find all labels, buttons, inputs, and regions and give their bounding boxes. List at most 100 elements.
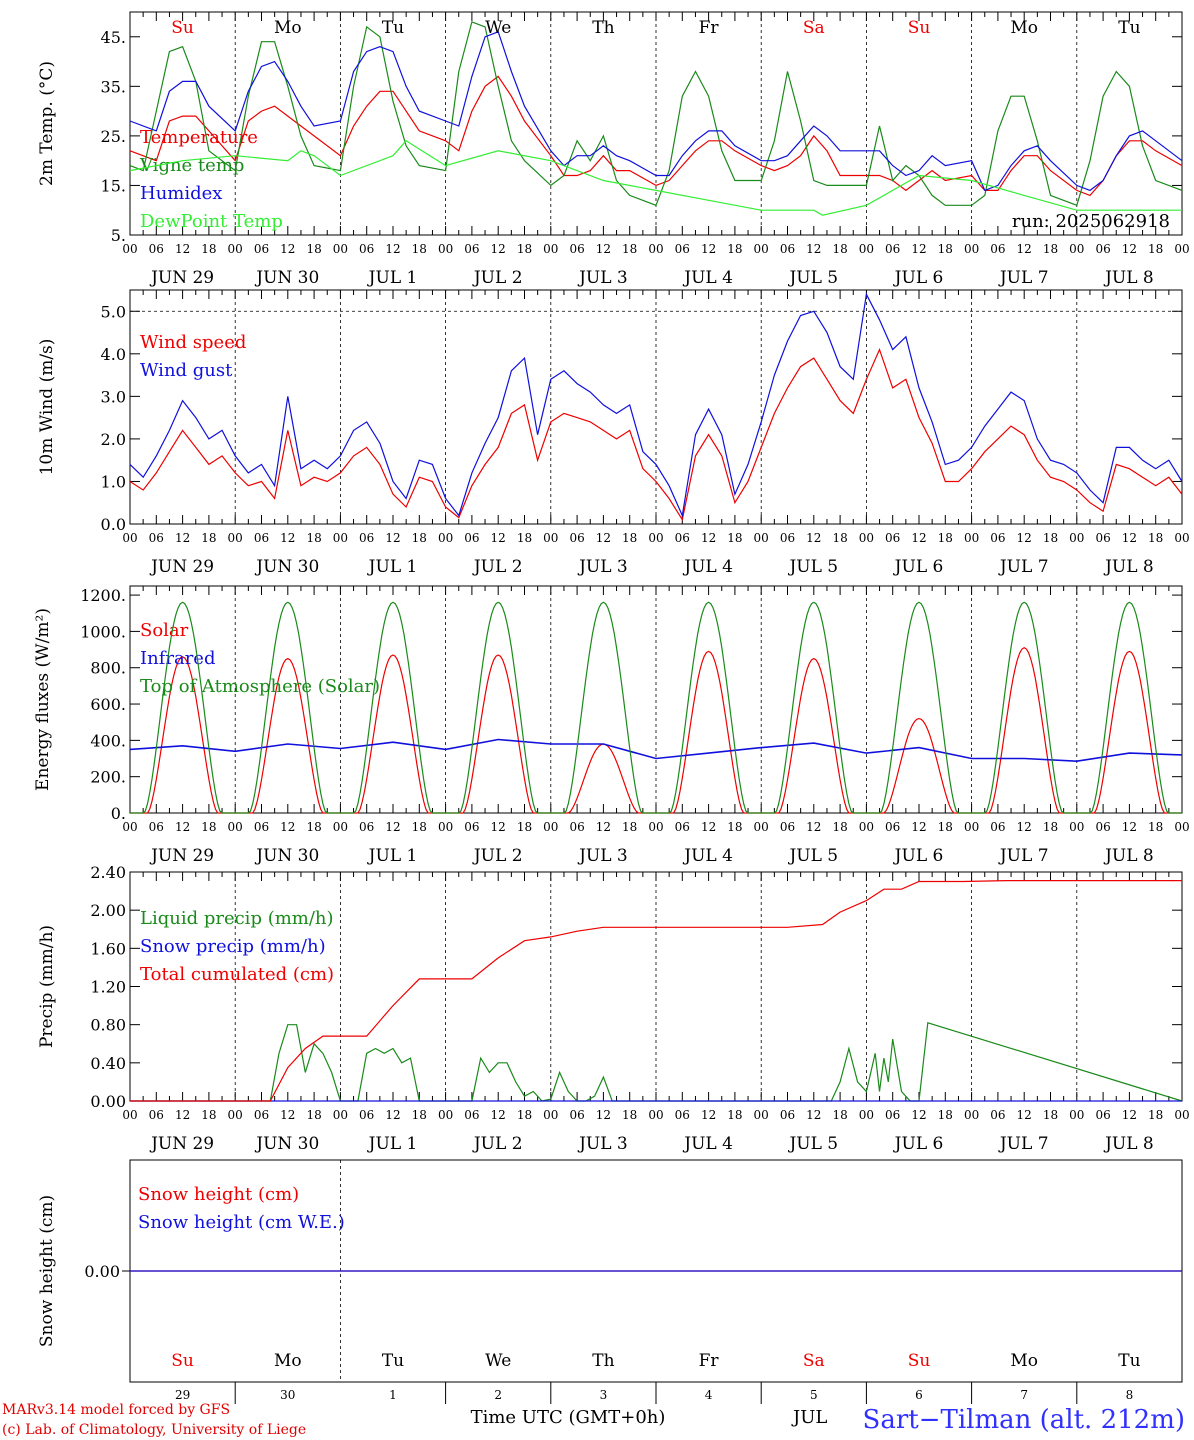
day-number: 4 (705, 1388, 713, 1402)
hour-tick-label: 18 (1148, 242, 1163, 256)
hour-tick-label: 00 (859, 820, 874, 834)
legend-entry: Top of Atmosphere (Solar) (140, 676, 380, 697)
hour-tick-label: 18 (517, 242, 532, 256)
hour-tick-label: 06 (780, 1108, 795, 1122)
weekday-label-top: Mo (274, 18, 302, 38)
date-label: JUL 2 (472, 557, 523, 577)
hour-tick-label: 00 (333, 820, 348, 834)
hour-tick-label: 00 (543, 531, 558, 545)
hour-tick-label: 06 (254, 1108, 269, 1122)
date-label: JUL 5 (787, 846, 838, 866)
hour-tick-label: 06 (464, 531, 479, 545)
hour-tick-label: 00 (1069, 1108, 1084, 1122)
hour-tick-label: 06 (254, 531, 269, 545)
hour-tick-label: 18 (306, 820, 321, 834)
date-label: JUN 29 (149, 1134, 214, 1154)
hour-tick-label: 12 (1122, 1108, 1137, 1122)
x-axis-overlap-month: JUL (791, 1407, 827, 1428)
hour-tick-label: 18 (412, 820, 427, 834)
hour-tick-label: 00 (964, 531, 979, 545)
date-label: JUN 30 (254, 1134, 319, 1154)
panel-5: 0.00 Snow height (cm) Snow height (cm) Snow… (37, 1159, 1183, 1404)
y-tick-label: 15. (101, 176, 126, 195)
hour-tick-label: 18 (938, 531, 953, 545)
date-label: JUL 8 (1103, 846, 1154, 866)
y-tick-label: 0.80 (90, 1016, 126, 1035)
hour-tick-label: 18 (412, 531, 427, 545)
date-label: JUL 3 (577, 557, 628, 577)
footer-model-credit: MARv3.14 model forced by GFS (2, 1402, 230, 1418)
hour-tick-label: 00 (754, 1108, 769, 1122)
date-label: JUL 7 (998, 268, 1049, 288)
hour-tick-label: 00 (228, 820, 243, 834)
y-tick-label: 25. (101, 127, 126, 146)
plot-frame (129, 11, 1183, 236)
date-label: JUL 1 (367, 268, 418, 288)
hour-tick-label: 00 (648, 531, 663, 545)
legend-entry: Snow precip (mm/h) (140, 936, 326, 957)
weekday-label-bottom: Mo (1010, 1351, 1038, 1371)
date-label: JUL 1 (367, 557, 418, 577)
date-label: JUL 3 (577, 846, 628, 866)
hour-tick-label: 00 (122, 820, 137, 834)
day-number: 5 (810, 1388, 818, 1402)
weekday-label-bottom: Mo (274, 1351, 302, 1371)
hour-tick-label: 00 (859, 531, 874, 545)
hour-tick-label: 12 (385, 1108, 400, 1122)
hour-tick-label: 12 (491, 531, 506, 545)
series-line-blue (129, 738, 1183, 763)
hour-tick-label: 00 (438, 1108, 453, 1122)
hour-tick-label: 00 (1174, 1108, 1189, 1122)
day-number: 7 (1020, 1388, 1028, 1402)
weekday-label-top: Su (171, 18, 194, 38)
hour-tick-label: 18 (938, 242, 953, 256)
hour-tick-label: 12 (911, 1108, 926, 1122)
y-tick-label: 400. (90, 731, 126, 750)
hour-tick-label: 12 (1122, 531, 1137, 545)
legend-entry: Wind gust (140, 360, 233, 381)
legend-entry: Snow height (cm W.E.) (138, 1212, 345, 1233)
series-line-blue (129, 292, 1183, 518)
hour-tick-label: 00 (648, 242, 663, 256)
legend-entry: Wind speed (140, 332, 246, 353)
y-tick-label: 35. (101, 77, 126, 96)
hour-tick-label: 06 (675, 531, 690, 545)
hour-tick-label: 12 (491, 242, 506, 256)
hour-tick-label: 06 (359, 820, 374, 834)
date-label: JUL 1 (367, 846, 418, 866)
day-number: 29 (175, 1388, 190, 1402)
hour-tick-label: 12 (806, 820, 821, 834)
hour-tick-label: 06 (569, 820, 584, 834)
hour-tick-label: 12 (1017, 242, 1032, 256)
hour-tick-label: 00 (122, 1108, 137, 1122)
hour-tick-label: 00 (964, 820, 979, 834)
hour-tick-label: 12 (491, 820, 506, 834)
y-tick-label: 5. (111, 226, 126, 245)
hour-tick-label: 06 (885, 531, 900, 545)
date-label: JUN 29 (149, 268, 214, 288)
date-label: JUL 4 (682, 846, 733, 866)
y-tick-label: 5.0 (101, 302, 126, 321)
date-label: JUL 6 (893, 1134, 944, 1154)
hour-tick-label: 18 (938, 1108, 953, 1122)
y-axis-label: Precip (mm/h) (37, 925, 57, 1048)
legend-entry: Infrared (140, 648, 215, 669)
weekday-label-top: Tu (1118, 18, 1140, 38)
weekday-label-top: Su (908, 18, 931, 38)
hour-tick-label: 18 (622, 531, 637, 545)
hour-tick-label: 18 (832, 1108, 847, 1122)
hour-tick-label: 00 (228, 1108, 243, 1122)
hour-tick-label: 06 (359, 531, 374, 545)
hour-tick-label: 12 (280, 531, 295, 545)
hour-tick-label: 00 (1174, 820, 1189, 834)
date-label: JUL 8 (1103, 1134, 1154, 1154)
hour-tick-label: 00 (333, 1108, 348, 1122)
hour-tick-label: 18 (832, 531, 847, 545)
weekday-label-bottom: Sa (803, 1351, 825, 1371)
legend-entry: Solar (140, 620, 189, 641)
hour-tick-label: 12 (1017, 820, 1032, 834)
hour-tick-label: 18 (517, 1108, 532, 1122)
hour-tick-label: 06 (990, 820, 1005, 834)
weekday-label-top: Sa (803, 18, 825, 38)
hour-tick-label: 18 (1043, 1108, 1058, 1122)
